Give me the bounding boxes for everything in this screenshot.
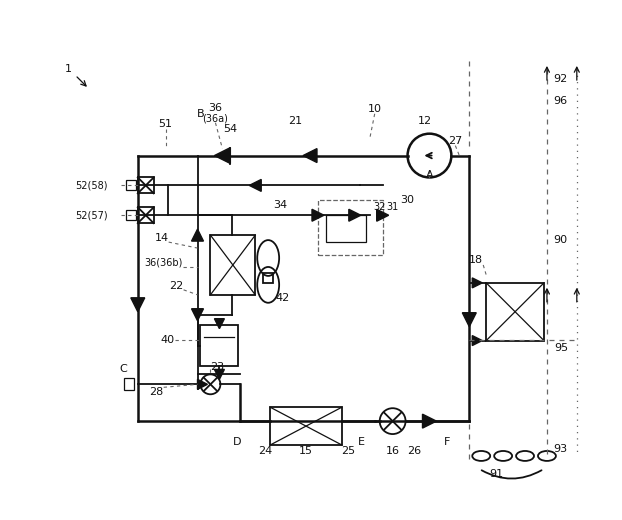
Text: 93: 93 xyxy=(553,444,567,454)
Polygon shape xyxy=(349,209,361,221)
Text: 23: 23 xyxy=(210,362,225,372)
Polygon shape xyxy=(131,298,145,311)
Text: C: C xyxy=(119,365,127,374)
Bar xyxy=(210,235,255,295)
Text: F: F xyxy=(444,437,450,447)
Bar xyxy=(126,210,136,220)
Text: 21: 21 xyxy=(288,116,302,126)
Bar xyxy=(326,215,366,242)
Polygon shape xyxy=(422,414,437,428)
Polygon shape xyxy=(215,148,230,163)
Bar xyxy=(138,177,154,193)
Text: 27: 27 xyxy=(448,136,463,146)
Text: 25: 25 xyxy=(341,446,355,456)
Polygon shape xyxy=(215,319,225,329)
Text: 12: 12 xyxy=(417,116,432,126)
Bar xyxy=(200,324,238,367)
Text: 15: 15 xyxy=(299,446,313,456)
Text: 36: 36 xyxy=(208,103,223,113)
Text: 28: 28 xyxy=(149,387,164,397)
Text: 30: 30 xyxy=(401,196,415,205)
Polygon shape xyxy=(312,209,324,221)
Text: 92: 92 xyxy=(553,74,567,84)
Text: 34: 34 xyxy=(273,200,287,210)
Text: 95: 95 xyxy=(554,343,568,353)
Polygon shape xyxy=(472,278,482,288)
Text: 16: 16 xyxy=(386,446,399,456)
Text: 18: 18 xyxy=(469,255,483,265)
Text: 91: 91 xyxy=(489,469,503,479)
Text: 52(58): 52(58) xyxy=(75,180,108,190)
Polygon shape xyxy=(192,229,203,241)
Text: 32: 32 xyxy=(373,202,386,212)
Bar xyxy=(270,407,342,445)
Text: 22: 22 xyxy=(169,281,183,291)
Text: 40: 40 xyxy=(160,334,175,345)
Text: 51: 51 xyxy=(159,119,173,129)
Text: 52(57): 52(57) xyxy=(75,210,108,220)
Text: 31: 31 xyxy=(386,202,399,212)
Text: 90: 90 xyxy=(553,235,567,245)
Text: 42: 42 xyxy=(275,293,289,303)
Bar xyxy=(263,273,273,283)
Bar xyxy=(138,207,154,223)
Polygon shape xyxy=(192,309,203,321)
Polygon shape xyxy=(249,179,261,191)
Text: 14: 14 xyxy=(154,233,169,243)
Bar xyxy=(126,180,136,190)
Bar xyxy=(124,379,134,391)
Text: 1: 1 xyxy=(65,64,72,74)
Polygon shape xyxy=(377,209,389,221)
Text: A: A xyxy=(425,171,434,180)
Text: 54: 54 xyxy=(223,124,238,134)
Text: 26: 26 xyxy=(407,446,422,456)
Polygon shape xyxy=(462,313,476,327)
Text: D: D xyxy=(233,437,241,447)
Text: B: B xyxy=(197,109,204,119)
Bar xyxy=(318,200,383,255)
Text: 10: 10 xyxy=(368,104,382,114)
Text: 36(36b): 36(36b) xyxy=(144,258,183,268)
Text: 24: 24 xyxy=(258,446,272,456)
Polygon shape xyxy=(198,380,208,389)
Polygon shape xyxy=(472,335,482,346)
Text: E: E xyxy=(358,437,365,447)
Text: 96: 96 xyxy=(553,96,567,106)
Text: (36a): (36a) xyxy=(203,114,228,124)
Polygon shape xyxy=(303,149,317,163)
Bar xyxy=(486,283,544,341)
Polygon shape xyxy=(215,369,225,380)
